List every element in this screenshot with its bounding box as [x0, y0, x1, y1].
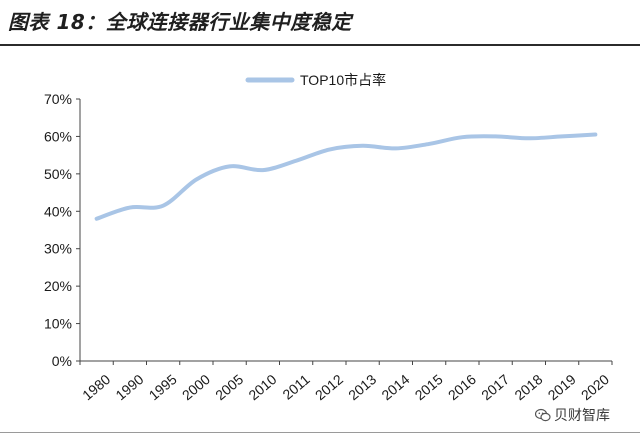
x-tick-label: 2013 [345, 371, 379, 403]
y-tick-label: 0% [52, 353, 72, 369]
data-point-1995 [161, 204, 165, 208]
y-tick-label: 10% [44, 316, 72, 332]
data-point-2018 [527, 136, 531, 140]
legend-label: TOP10市占率 [300, 72, 386, 88]
x-tick-label: 2019 [545, 371, 579, 403]
x-tick-label: 2010 [245, 371, 279, 403]
y-tick-label: 70% [44, 91, 72, 107]
series-line-top10 [94, 132, 598, 221]
data-point-2012 [327, 148, 331, 152]
x-tick-label: 1995 [146, 371, 180, 403]
title-divider [0, 44, 640, 46]
watermark-text: 贝财智库 [554, 408, 610, 424]
x-tick-label: 2015 [412, 371, 446, 403]
data-point-2013 [361, 144, 365, 148]
data-point-1980 [95, 217, 99, 221]
x-tick-label: 2005 [212, 371, 246, 403]
y-tick-labels: 0% 10% 20% 30% 40% 50% 60% 70% [44, 91, 72, 369]
x-tick-label: 2017 [478, 371, 512, 403]
data-point-2020 [593, 133, 597, 137]
axes [76, 98, 613, 365]
data-point-2010 [261, 168, 265, 172]
x-tick-label: 1980 [79, 371, 113, 403]
x-tick-labels: 1980 1990 1995 2000 2005 2010 2011 2012 2013 2014… [79, 371, 612, 403]
watermark: 贝财智库 [535, 405, 610, 425]
data-point-2011 [294, 159, 298, 163]
data-point-2015 [427, 142, 431, 146]
y-tick-label: 50% [44, 166, 72, 182]
x-tick-label: 2000 [179, 371, 213, 403]
wechat-icon [535, 408, 551, 422]
y-tick-label: 20% [44, 278, 72, 294]
x-tick-label: 2011 [279, 371, 313, 403]
y-tick-label: 60% [44, 128, 72, 144]
y-tick-label: 40% [44, 203, 72, 219]
x-tick-label: 2016 [445, 371, 479, 403]
data-point-2019 [560, 134, 564, 138]
data-point-2005 [228, 164, 232, 168]
x-tick-label: 1990 [112, 371, 146, 403]
data-point-2016 [460, 135, 464, 139]
data-point-1990 [128, 206, 132, 210]
x-tick-label: 2020 [578, 371, 612, 403]
y-tick-label: 30% [44, 241, 72, 257]
x-tick-label: 2018 [511, 371, 545, 403]
bottom-divider [0, 432, 640, 433]
data-point-2000 [194, 177, 198, 181]
page-title: 图表 18：全球连接器行业集中度稳定 [8, 10, 352, 34]
x-tick-label: 2012 [312, 371, 346, 403]
legend: TOP10市占率 [245, 72, 386, 88]
data-point-2017 [494, 134, 498, 138]
data-point-2014 [394, 146, 398, 150]
x-tick-label: 2014 [378, 371, 412, 403]
